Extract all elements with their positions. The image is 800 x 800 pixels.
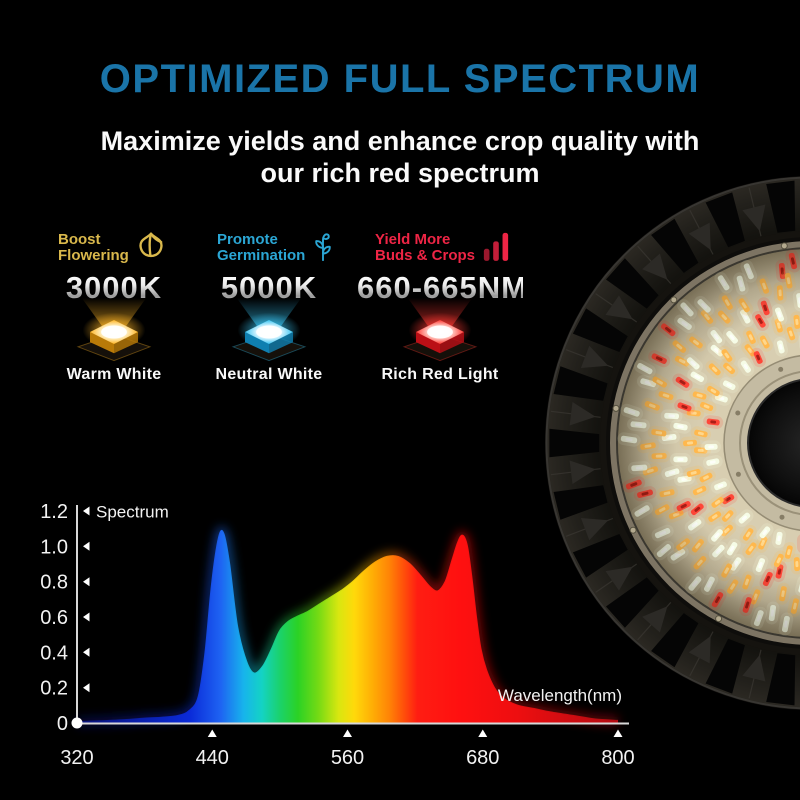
svg-text:1.2: 1.2	[40, 501, 68, 523]
svg-text:440: 440	[196, 747, 229, 769]
subtitle: Maximize yields and enhance crop quality…	[0, 125, 800, 189]
grow-light-image	[543, 174, 800, 712]
svg-text:320: 320	[60, 747, 93, 769]
feature-heading: Boost Flowering	[58, 232, 166, 264]
feature-heading-line-2: Flowering	[58, 247, 129, 264]
sprout-icon	[315, 233, 332, 262]
feature-neutral-white: Promote Germination 5000K Neutral White	[199, 232, 339, 402]
feature-label: Neutral White	[215, 366, 323, 383]
warm-led-chip-icon	[76, 297, 152, 362]
page-title: OPTIMIZED FULL SPECTRUM	[99, 57, 701, 101]
svg-text:680: 680	[466, 747, 499, 769]
feature-heading-line-2: Germination	[217, 247, 306, 264]
svg-text:0.2: 0.2	[40, 678, 68, 700]
subtitle-line-2: our rich red spectrum	[260, 158, 540, 188]
svg-text:560: 560	[331, 747, 364, 769]
bars-icon	[483, 232, 509, 261]
feature-heading-line-1: Promote	[217, 231, 278, 248]
feature-label: Warm White	[66, 366, 162, 383]
svg-text:0: 0	[57, 713, 68, 735]
svg-text:Spectrum: Spectrum	[96, 503, 169, 522]
feature-rich-red: Yield More Buds & Crops 660-665NM Rich R…	[357, 232, 527, 402]
subtitle-line-1: Maximize yields and enhance crop quality…	[100, 126, 700, 156]
svg-text:0.4: 0.4	[40, 642, 68, 664]
feature-label: Rich Red Light	[381, 366, 499, 383]
feature-heading: Yield More Buds & Crops	[375, 232, 510, 264]
svg-text:0.8: 0.8	[40, 572, 68, 594]
tulip-icon	[139, 232, 163, 258]
feature-heading-line-1: Yield More	[375, 231, 451, 248]
feature-warm-white: Boost Flowering 3000K Warm White	[40, 232, 188, 402]
blue-led-chip-icon	[231, 297, 307, 362]
feature-heading-line-2: Buds & Crops	[375, 247, 476, 264]
feature-heading-line-1: Boost	[58, 231, 101, 248]
red-led-chip-icon	[402, 297, 478, 362]
feature-heading: Promote Germination	[217, 232, 334, 264]
svg-text:1.0: 1.0	[40, 536, 68, 558]
svg-text:0.6: 0.6	[40, 607, 68, 629]
svg-text:800: 800	[601, 747, 634, 769]
